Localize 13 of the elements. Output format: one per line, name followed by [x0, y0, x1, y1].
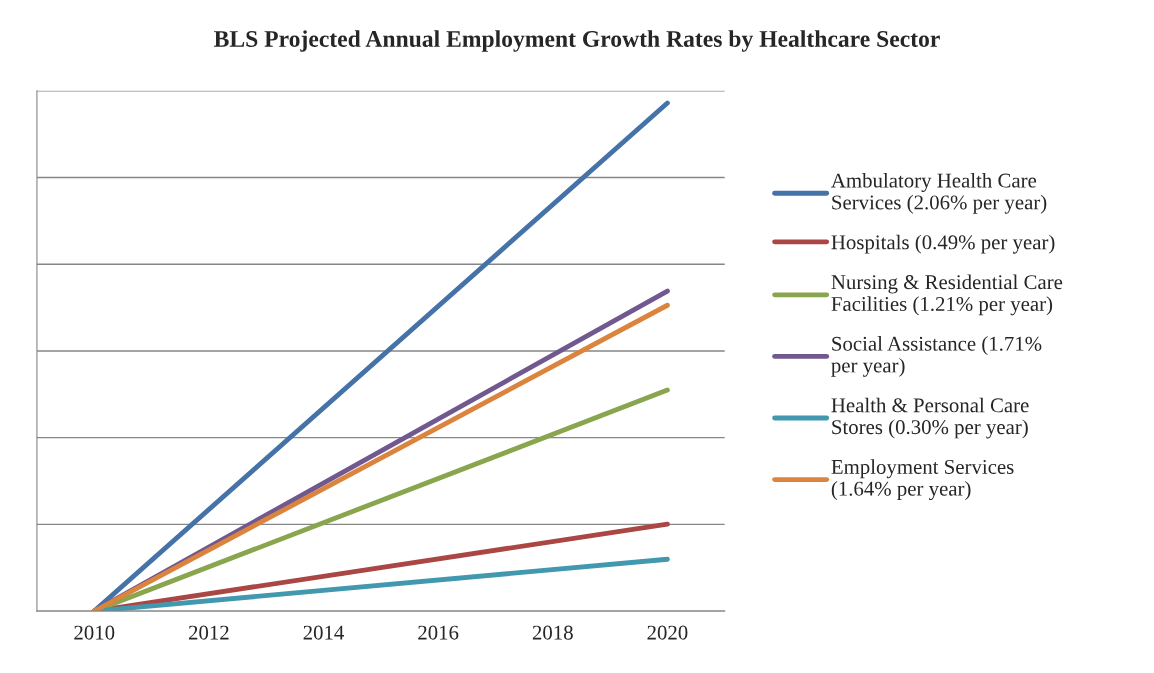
x-tick-label: 2012 [188, 625, 229, 640]
legend-label: Ambulatory Health Care Services (2.06% per year) [831, 172, 1047, 214]
legend-label: Health & Personal Care Stores (0.30% per year) [831, 397, 1029, 439]
legend-label: Employment Services (1.64% per year) [831, 459, 1014, 501]
x-tick-label: 2020 [647, 625, 688, 640]
legend-label: Nursing & Residential Care Facilities (1.21% per year) [831, 274, 1063, 316]
legend-label: Hospitals (0.49% per year) [831, 234, 1055, 254]
legend-label: Social Assistance (1.71% per year) [831, 336, 1042, 377]
x-tick-label: 2016 [418, 625, 459, 640]
chart-title: BLS Projected Annual Employment Growth Rates by Healthcare Sector [214, 30, 940, 52]
x-tick-label: 2010 [74, 625, 115, 640]
x-tick-label: 2018 [532, 625, 573, 640]
x-tick-label: 2014 [303, 625, 345, 640]
